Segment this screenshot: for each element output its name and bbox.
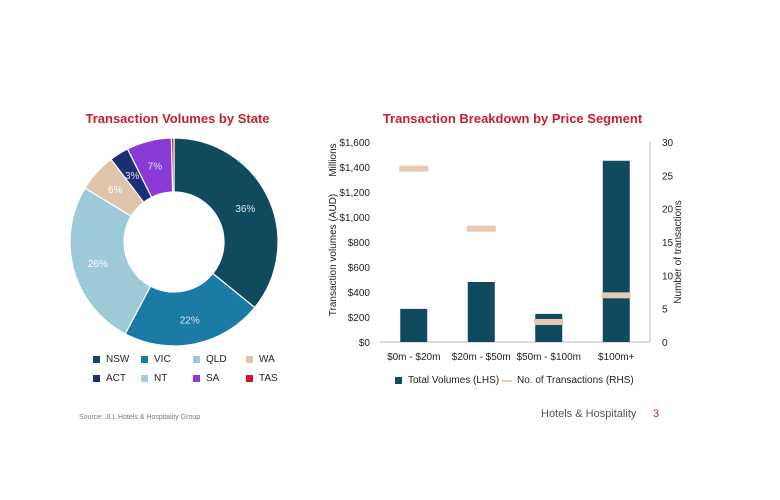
legend-swatch-wa [246,356,253,363]
transaction-marker-1 [466,225,496,232]
y2-axis-title: Number of transactions [673,200,684,303]
donut-label-sa: 7% [148,161,163,172]
legend-label-total-volumes: Total Volumes (LHS) [408,375,500,386]
bar-3 [602,160,630,342]
x-tick-label: $20m - $50m [452,352,511,363]
y2-tick-label: 10 [662,271,674,282]
legend-item-nsw: NSW [93,354,129,365]
legend-item-qld: QLD [193,354,227,365]
y-axis-unit: Millions [328,143,339,176]
legend-swatch-qld [193,356,200,363]
bar-1 [467,282,495,342]
y-axis-title: Transaction volumes (AUD) [328,194,339,316]
legend-label-tas: TAS [259,373,278,384]
bar-2 [535,313,563,342]
footer-section-label: Hotels & Hospitality [541,408,637,420]
donut-slice-nsw [173,137,279,309]
x-tick-label: $50m - $100m [517,352,581,363]
bar-0 [400,308,428,342]
source-note: Source: JLL Hotels & Hospitality Group [79,414,201,421]
x-tick-label: $0m - $20m [387,352,440,363]
legend-label-act: ACT [106,373,126,384]
donut-label-qld: 26% [88,259,108,270]
legend-label-sa: SA [206,373,220,384]
y-tick-label: $1,600 [339,138,370,149]
donut-label-nsw: 36% [235,204,255,215]
y2-tick-label: 5 [662,305,668,316]
legend-swatch-total-volumes [395,377,402,384]
bar-chart-title: Transaction Breakdown by Price Segment [382,111,643,126]
y-tick-label: $800 [348,238,371,249]
legend-label-qld: QLD [206,354,227,365]
x-tick-label: $100m+ [598,352,635,363]
legend-total-volumes: Total Volumes (LHS) [395,375,499,386]
donut-slice-tas [170,137,175,193]
y2-tick-label: 30 [662,138,674,149]
legend-item-wa: WA [246,354,275,365]
legend-item-vic: VIC [141,354,171,365]
y2-tick-label: 0 [662,338,668,349]
legend-swatch-sa [193,375,200,382]
y2-tick-label: 20 [662,205,674,216]
y-tick-label: $400 [348,288,371,299]
legend-no-transactions: No. of Transactions (RHS) [502,375,634,386]
legend-swatch-nsw [93,356,100,363]
y-tick-label: $1,000 [339,213,370,224]
donut-slice-qld [69,187,152,335]
donut-chart-title: Transaction Volumes by State [85,111,270,126]
y-tick-label: $600 [348,263,371,274]
page-number: 3 [653,408,660,420]
y-tick-label: $1,400 [339,163,370,174]
legend-label-nt: NT [154,373,168,384]
legend-label-nsw: NSW [106,354,130,365]
donut-label-act: 3% [125,171,140,182]
legend-item-act: ACT [93,373,126,384]
y-tick-label: $200 [348,313,371,324]
transaction-marker-3 [601,292,631,299]
donut-label-vic: 22% [180,315,200,326]
legend-item-nt: NT [141,373,167,384]
y2-tick-label: 15 [662,238,674,249]
y-tick-label: $0 [359,338,371,349]
y2-tick-label: 25 [662,171,674,182]
legend-swatch-tas [246,375,253,382]
y-tick-label: $1,200 [339,188,370,199]
transaction-marker-0 [399,165,429,172]
donut-label-wa: 6% [108,185,123,196]
legend-swatch-nt [141,375,148,382]
transaction-marker-2 [534,319,564,325]
legend-swatch-vic [141,356,148,363]
legend-item-sa: SA [193,373,219,384]
legend-label-no-transactions: No. of Transactions (RHS) [517,375,634,386]
legend-label-wa: WA [259,354,275,365]
donut-slice-vic [124,272,256,347]
legend-item-tas: TAS [246,373,278,384]
legend-swatch-no-transactions [502,379,512,382]
legend-label-vic: VIC [154,354,171,365]
legend-swatch-act [93,375,100,382]
